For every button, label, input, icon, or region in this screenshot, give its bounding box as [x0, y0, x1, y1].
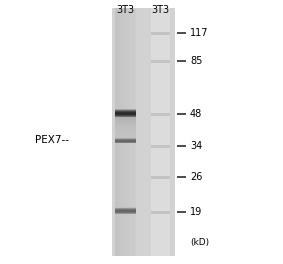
Text: 48: 48	[190, 109, 202, 119]
Text: 34: 34	[190, 141, 202, 151]
Text: 3T3: 3T3	[116, 5, 134, 15]
Text: 3T3: 3T3	[151, 5, 169, 15]
Text: 19: 19	[190, 207, 202, 217]
Text: 26: 26	[190, 172, 202, 182]
Text: PEX7--: PEX7--	[35, 135, 69, 145]
Text: 85: 85	[190, 56, 202, 66]
Text: (kD): (kD)	[190, 238, 209, 247]
Text: 117: 117	[190, 28, 209, 38]
